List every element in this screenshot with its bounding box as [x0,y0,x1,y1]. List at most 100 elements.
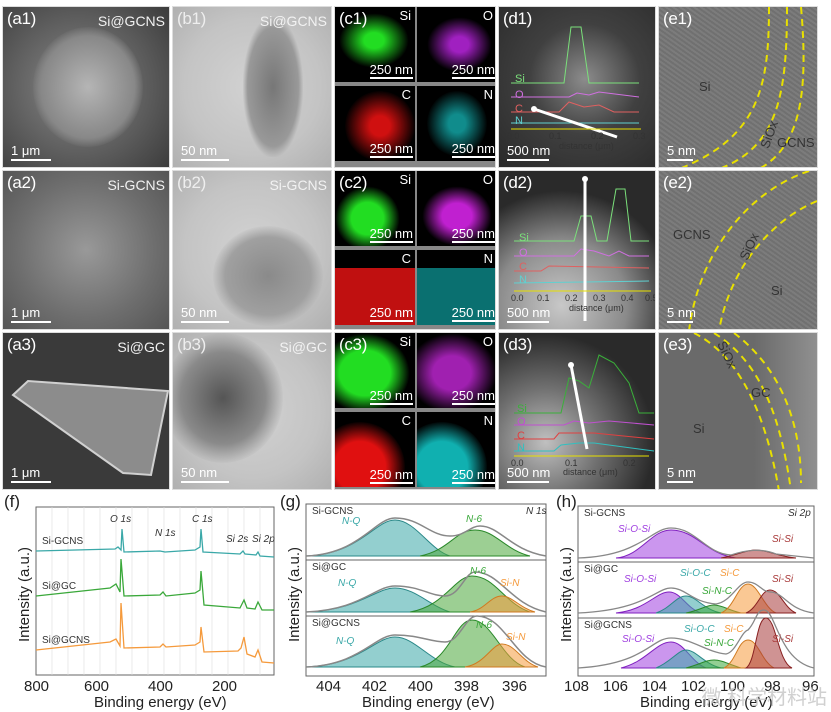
sample-name: Si@GC [279,339,327,355]
line-label-n: N [515,115,523,127]
scale-bar: 500 nm [507,305,550,323]
sample-name: Si@GCNS [97,13,165,29]
eds-map-c: C 250 nm [335,412,415,487]
x-axis-label: Binding energy (eV) [362,694,495,711]
panel-label: (d2) [503,173,533,192]
si2p-plot [577,505,815,677]
component-label: Si-C [720,568,740,579]
component-label: N-6 [466,514,483,525]
series-label: Si@GCNS [312,618,360,629]
interface-dashes [693,333,802,489]
component-label: Si-O-C [684,624,715,635]
component-label: N-Q [336,636,355,647]
linescan-d1: Si O C N 0.0 0.1 0.2 0.3 distance (μm) (… [498,6,656,168]
linescan-plot [514,354,655,457]
panel-label: (e2) [663,173,693,192]
eds-map-o: O 250 nm [417,333,495,408]
series-label: Si@GC [312,562,347,573]
peak-label: C 1s [192,514,213,525]
scale-bar: 50 nm [181,465,229,483]
series-label: Si-GCNS [42,536,84,547]
component-label: Si-N [506,632,526,643]
x-axis-label: Binding energy (eV) [640,694,773,711]
series-label: Si@GC [42,581,77,592]
tem-image-b2: (b2) Si-GCNS 50 nm [172,170,332,330]
panel-label: (b1) [177,9,207,28]
eds-map-n: N 250 nm [417,250,495,325]
component-label: N-6 [470,566,487,577]
y-axis-label: Intensity (a.u.) [558,546,575,642]
component-label: Si-O-Si [622,634,655,645]
sem-image-a1: (a1) Si@GCNS 1 μm [2,6,170,168]
sem-image-a2: (a2) Si-GCNS 1 μm [2,170,170,330]
series-label: Si@GC [584,564,619,575]
sample-name: Si@GC [117,339,165,355]
core-level-label: N 1s [526,506,547,517]
hrtem-e3: SiOx GC Si (e3) 5 nm [658,332,818,490]
peak-label: N 1s [155,528,176,539]
eds-map-c: C 250 nm [335,250,415,325]
series-label: Si-GCNS [312,506,354,517]
line-label-si: Si [515,73,525,85]
panel-label: (d1) [503,9,533,28]
interface-dashes [681,7,805,167]
eds-map-n: N 250 nm [417,86,495,161]
eds-map-n: N 250 nm [417,412,495,487]
eds-map-o: O 250 nm [417,171,495,246]
component-label: Si-O-Si [618,524,651,535]
component-label: N-6 [476,620,493,631]
panel-label: (c2) [339,173,368,192]
linescan-plot [511,26,641,139]
panel-label: (h) [556,492,577,511]
panel-label: (e3) [663,335,693,354]
xps-n1s-chart-g: (g) Si-GCNS Si@GC Si@GCNS N 1s N-Q N-6 N… [280,492,556,712]
scale-bar: 1 μm [11,305,51,323]
component-label: Si-Si [772,534,794,545]
region-label: Si [699,79,711,94]
scale-bar: 5 nm [667,305,696,323]
scale-bar: 500 nm [507,143,550,161]
line-label-c: C [515,103,523,115]
component-label: Si-N-C [702,586,732,597]
y-axis-label: Intensity (a.u.) [16,546,33,642]
n1s-plot [305,503,547,677]
panel-label: (c3) [339,335,368,354]
component-label: N-Q [342,516,361,527]
region-label: GCNS [777,135,815,150]
core-level-label: Si 2p [788,508,811,519]
sem-image-a3: (a3) Si@GC 1 μm [2,332,170,490]
scale-bar: 50 nm [181,143,229,161]
panel-label: (e1) [663,9,693,28]
component-label: Si-Si [772,634,794,645]
panel-label: (d3) [503,335,533,354]
eds-map-si: Si 250 nm [335,171,415,246]
series-label: Si@GCNS [42,635,90,646]
watermark: 微 科学材料站 [701,687,827,709]
eds-maps-c3: Si 250 nm O 250 nm C 250 nm N 250 nm (c3) [334,332,496,490]
component-label: Si-N-C [704,638,734,649]
eds-map-o: O 250 nm [417,7,495,82]
linescan-d2: Si O C N 0.0 0.1 0.2 0.3 0.4 0.5 distanc… [498,170,656,330]
scale-bar: 5 nm [667,465,696,483]
component-label: Si-O-C [680,568,711,579]
series-label: Si-GCNS [584,508,626,519]
component-label: N-Q [338,578,357,589]
hrtem-e2: GCNS SiOx Si (e2) 5 nm [658,170,818,330]
component-label: Si-O-Si [624,574,657,585]
panel-label: (g) [280,492,301,511]
eds-map-si: Si 250 nm [335,7,415,82]
scale-bar: 500 nm [507,465,550,483]
interface-dashes [688,171,817,329]
tem-image-b3: (b3) Si@GC 50 nm [172,332,332,490]
eds-map-si: Si 250 nm [335,333,415,408]
line-label-o: O [515,89,524,101]
peak-label: Si 2s [226,534,249,545]
peak-label: Si 2p [252,534,275,545]
particle-shape [11,379,169,477]
panel-label: (b2) [177,173,207,192]
series-label: Si@GCNS [584,620,632,631]
eds-map-c: C 250 nm [335,86,415,161]
component-label: Si-N [500,578,520,589]
sample-name: Si@GCNS [259,13,327,29]
scale-bar: 5 nm [667,143,696,161]
